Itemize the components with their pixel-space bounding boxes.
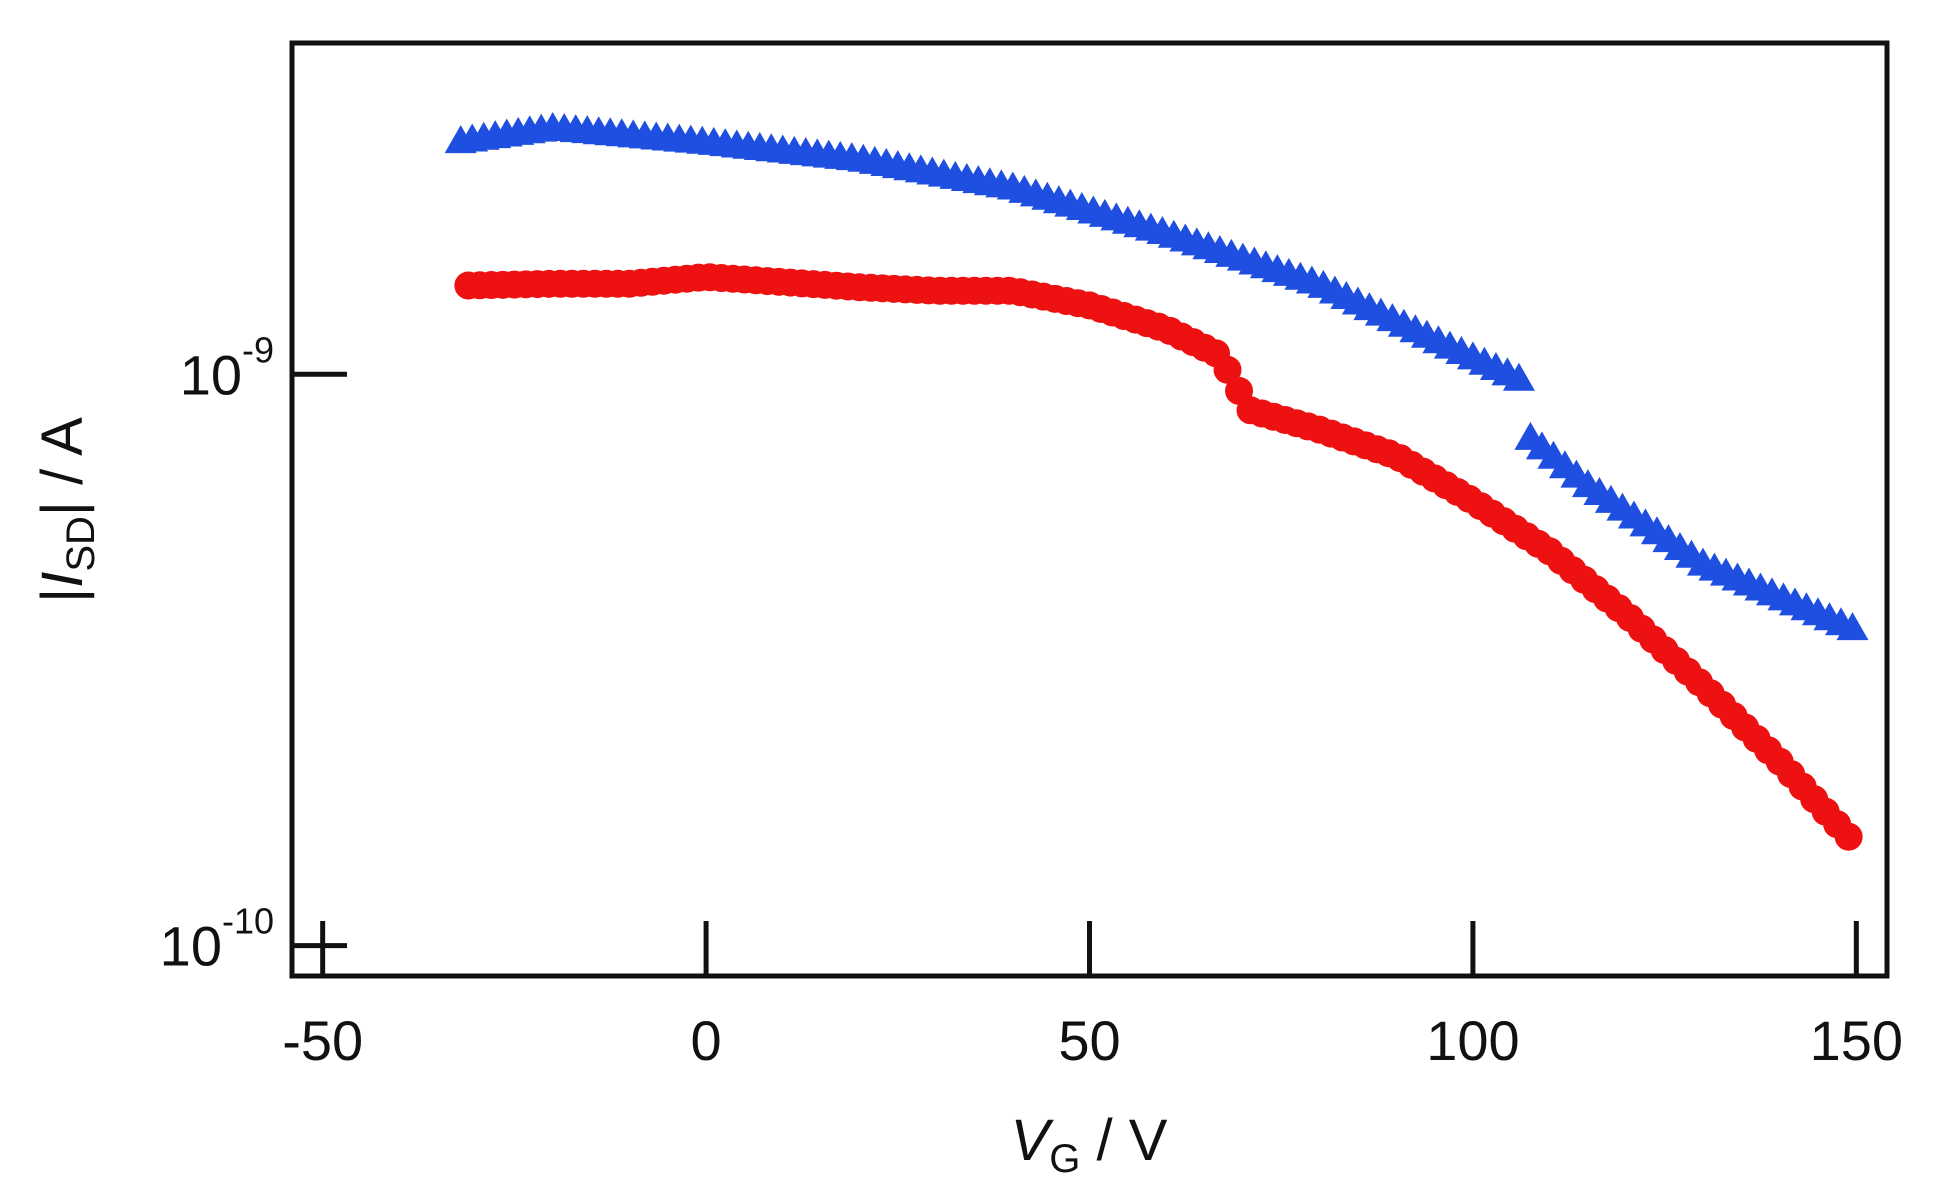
- y-axis-title: |ISD| / A: [30, 417, 103, 603]
- y-tick-label-base: 10: [180, 343, 242, 406]
- x-ticks: -50 0 50 100 150: [282, 921, 1903, 1072]
- x-axis-title-unit: / V: [1080, 1108, 1167, 1173]
- data-point-triangle: [1836, 612, 1869, 641]
- x-tick-label: 100: [1426, 1009, 1519, 1072]
- series-layer: [444, 111, 1869, 851]
- y-tick-label-base: 10: [160, 915, 222, 978]
- y-tick-label: 10-10: [160, 901, 274, 978]
- x-tick-label: -50: [282, 1009, 363, 1072]
- y-axis-title-pre: |: [30, 588, 95, 603]
- y-tick-label: 10-9: [180, 329, 274, 406]
- x-tick-label: 50: [1058, 1009, 1120, 1072]
- y-axis-title-post: | / A: [30, 417, 95, 516]
- y-axis-title-var: I: [30, 572, 95, 588]
- series-triangles: [444, 111, 1869, 641]
- plot-frame: [289, 40, 1890, 979]
- series-circles: [454, 263, 1863, 851]
- data-point-triangle: [1502, 362, 1535, 391]
- y-axis-title-sub: SD: [59, 516, 103, 572]
- y-tick-label-exp: -9: [242, 329, 274, 370]
- x-tick-label: 0: [691, 1009, 722, 1072]
- x-axis-title-var: V: [1011, 1108, 1055, 1173]
- x-tick-label: 150: [1810, 1009, 1903, 1072]
- data-point-circle: [1834, 822, 1863, 851]
- x-axis-title: VG / V: [1011, 1108, 1168, 1181]
- data-point-circle: [1213, 355, 1242, 384]
- x-axis-title-sub: G: [1049, 1137, 1080, 1181]
- y-tick-label-exp: -10: [222, 901, 274, 942]
